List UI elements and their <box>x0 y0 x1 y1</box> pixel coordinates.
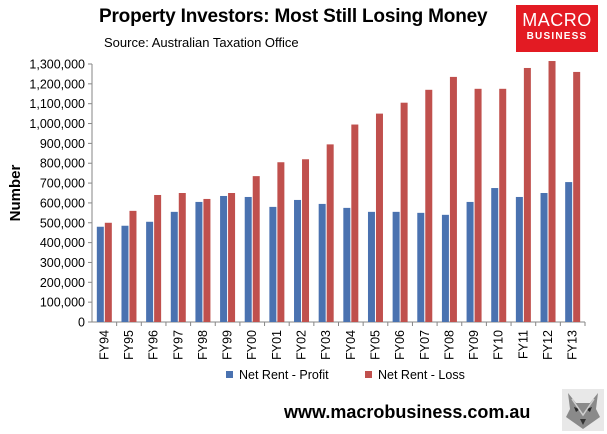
bar-profit <box>195 201 203 322</box>
bar-loss <box>203 198 211 322</box>
bar-profit <box>244 196 252 322</box>
y-tick-label: 400,000 <box>40 236 85 250</box>
bar-profit <box>121 225 129 322</box>
x-tick-label: FY10 <box>492 330 506 360</box>
logo-line-1: MACRO <box>522 10 592 30</box>
bar-profit <box>220 195 228 322</box>
y-tick-label: 800,000 <box>40 157 85 171</box>
bar-loss <box>228 193 236 322</box>
y-tick-label: 900,000 <box>40 137 85 151</box>
x-tick-label: FY96 <box>147 330 161 360</box>
y-tick-label: 500,000 <box>40 216 85 230</box>
x-tick-label: FY95 <box>122 330 136 360</box>
bar-profit <box>367 211 375 322</box>
bar-loss <box>573 71 581 322</box>
x-tick-label: FY00 <box>245 330 259 360</box>
bar-profit <box>146 221 154 322</box>
bar-loss <box>548 61 556 323</box>
bar-loss <box>351 124 359 323</box>
chart-title: Property Investors: Most Still Losing Mo… <box>99 6 488 27</box>
y-tick-label: 1,300,000 <box>29 58 85 72</box>
bar-profit <box>96 226 104 322</box>
bar-loss <box>499 88 507 322</box>
x-tick-label: FY98 <box>196 330 210 360</box>
bar-loss <box>129 210 137 322</box>
legend-swatch <box>365 371 372 378</box>
chart-subtitle: Source: Australian Taxation Office <box>104 35 299 50</box>
x-tick-label: FY11 <box>516 330 530 359</box>
bar-loss <box>252 176 260 322</box>
wolf-icon <box>562 389 604 431</box>
bar-loss <box>375 113 383 322</box>
x-tick-label: FY05 <box>368 330 382 360</box>
x-tick-label: FY02 <box>295 330 309 360</box>
x-tick-label: FY12 <box>541 330 555 360</box>
x-tick-label: FY09 <box>467 330 481 360</box>
bar-chart: 0 100,000 200,000 300,000 400,000 500,000 600,… <box>7 58 586 382</box>
bar-profit <box>318 203 326 322</box>
x-tick-label: FY97 <box>171 330 185 360</box>
x-tick-label: FY99 <box>221 330 235 360</box>
x-tick-label: FY07 <box>418 330 432 360</box>
y-tick-label: 100,000 <box>40 296 85 310</box>
bar-loss <box>154 194 162 322</box>
bar-profit <box>466 201 474 322</box>
bar-profit <box>269 206 277 322</box>
y-tick-label: 1,200,000 <box>29 77 85 91</box>
bar-loss <box>425 89 433 322</box>
bar-loss <box>400 102 408 322</box>
y-tick-label: 700,000 <box>40 177 85 191</box>
bar-loss <box>523 67 531 322</box>
bar-profit <box>515 196 523 322</box>
legend-swatch <box>226 371 233 378</box>
y-tick-label: 1,100,000 <box>29 97 85 111</box>
bar-profit <box>491 188 499 322</box>
x-tick-label: FY94 <box>97 330 111 360</box>
bar-profit <box>343 207 351 322</box>
bar-profit <box>170 211 178 322</box>
bar-loss <box>474 88 482 322</box>
y-tick-label: 600,000 <box>40 196 85 210</box>
y-tick-label: 1,000,000 <box>29 117 85 131</box>
x-tick-label: FY13 <box>566 330 580 360</box>
x-tick-label: FY01 <box>270 330 284 360</box>
bar-profit <box>565 182 573 322</box>
bar-loss <box>326 144 334 322</box>
x-tick-label: FY06 <box>393 330 407 360</box>
bar-loss <box>104 222 112 322</box>
bar-profit <box>540 193 548 322</box>
bar-loss <box>277 162 285 322</box>
y-axis-title: Number <box>7 165 24 222</box>
macro-business-logo: MACRO BUSINESS <box>516 5 598 52</box>
bar-profit <box>441 214 449 322</box>
y-tick-label: 0 <box>78 316 85 330</box>
bar-loss <box>449 76 457 323</box>
logo-line-2: BUSINESS <box>526 31 588 42</box>
legend-item-loss: Net Rent - Loss <box>378 368 465 382</box>
footer-url: www.macrobusiness.com.au <box>284 402 531 422</box>
legend-item-profit: Net Rent - Profit <box>239 368 329 382</box>
y-tick-label: 300,000 <box>40 256 85 270</box>
bar-loss <box>302 159 310 322</box>
x-tick-label: FY04 <box>344 330 358 360</box>
x-tick-label: FY08 <box>442 330 456 360</box>
bar-profit <box>294 199 302 322</box>
y-tick-label: 200,000 <box>40 276 85 290</box>
bar-profit <box>417 212 425 322</box>
bar-profit <box>392 211 400 322</box>
bar-loss <box>178 193 186 322</box>
x-tick-label: FY03 <box>319 330 333 360</box>
